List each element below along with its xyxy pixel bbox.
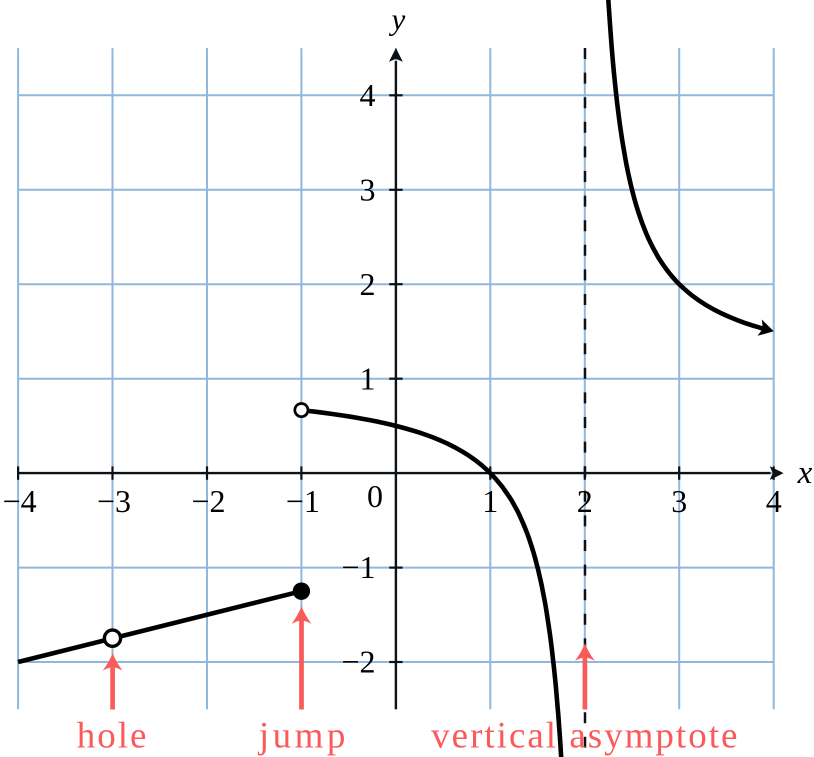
svg-text:−2: −2 bbox=[191, 483, 225, 519]
svg-text:jump: jump bbox=[257, 716, 349, 757]
svg-text:0: 0 bbox=[367, 478, 383, 514]
svg-text:hole: hole bbox=[77, 716, 149, 757]
svg-text:4: 4 bbox=[360, 77, 376, 113]
svg-text:4: 4 bbox=[766, 483, 782, 519]
svg-text:2: 2 bbox=[360, 266, 376, 302]
svg-text:3: 3 bbox=[360, 171, 376, 207]
svg-text:−1: −1 bbox=[341, 549, 375, 585]
svg-text:vertical asymptote: vertical asymptote bbox=[431, 716, 739, 757]
svg-text:−1: −1 bbox=[286, 483, 320, 519]
svg-text:2: 2 bbox=[577, 483, 593, 519]
svg-text:−4: −4 bbox=[3, 483, 37, 519]
svg-text:x: x bbox=[797, 455, 813, 491]
svg-text:−2: −2 bbox=[341, 644, 375, 680]
svg-text:1: 1 bbox=[482, 483, 498, 519]
svg-text:y: y bbox=[389, 2, 406, 37]
svg-text:−3: −3 bbox=[97, 483, 131, 519]
svg-text:3: 3 bbox=[671, 483, 687, 519]
svg-text:1: 1 bbox=[360, 360, 376, 396]
